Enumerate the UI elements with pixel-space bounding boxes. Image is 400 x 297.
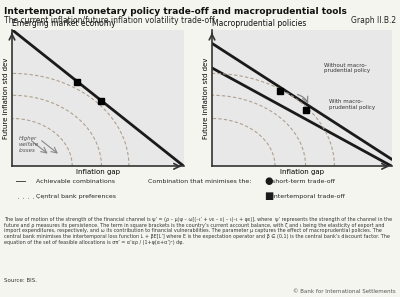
Text: With macro-
prudential policy: With macro- prudential policy xyxy=(329,99,375,110)
X-axis label: Inflation gap: Inflation gap xyxy=(280,169,324,175)
Text: Emerging market economy: Emerging market economy xyxy=(12,18,116,28)
Text: Macroprudential policies: Macroprudential policies xyxy=(212,18,306,28)
Text: Combination that minimises the:: Combination that minimises the: xyxy=(148,179,251,184)
X-axis label: Inflation gap: Inflation gap xyxy=(76,169,120,175)
Y-axis label: Future inflation std dev: Future inflation std dev xyxy=(203,57,209,139)
Y-axis label: Future inflation std dev: Future inflation std dev xyxy=(3,57,9,139)
Text: Source: BIS.: Source: BIS. xyxy=(4,278,37,283)
Text: ●: ● xyxy=(264,176,272,186)
Text: The law of motion of the strength of the financial channel is ψ’ = (ρ – μ)ψ – ω[: The law of motion of the strength of the… xyxy=(4,217,392,245)
Text: ......: ...... xyxy=(16,192,46,200)
Text: ■: ■ xyxy=(264,191,273,201)
Text: intertemporal trade-off: intertemporal trade-off xyxy=(272,194,345,198)
Text: Intertemporal monetary policy trade-off and macroprudential tools: Intertemporal monetary policy trade-off … xyxy=(4,7,347,16)
Text: Achievable combinations: Achievable combinations xyxy=(36,179,115,184)
Text: ——: —— xyxy=(16,177,26,186)
Text: Without macro-
prudential policy: Without macro- prudential policy xyxy=(324,63,370,73)
Text: short-term trade-off: short-term trade-off xyxy=(272,179,335,184)
Text: © Bank for International Settlements: © Bank for International Settlements xyxy=(293,289,396,294)
Text: Higher
welfare
losses: Higher welfare losses xyxy=(19,136,39,153)
Text: Graph II.B.2: Graph II.B.2 xyxy=(351,16,396,25)
Text: Central bank preferences: Central bank preferences xyxy=(36,194,116,198)
Text: The current inflation/future inflation volatility trade-off: The current inflation/future inflation v… xyxy=(4,16,215,25)
